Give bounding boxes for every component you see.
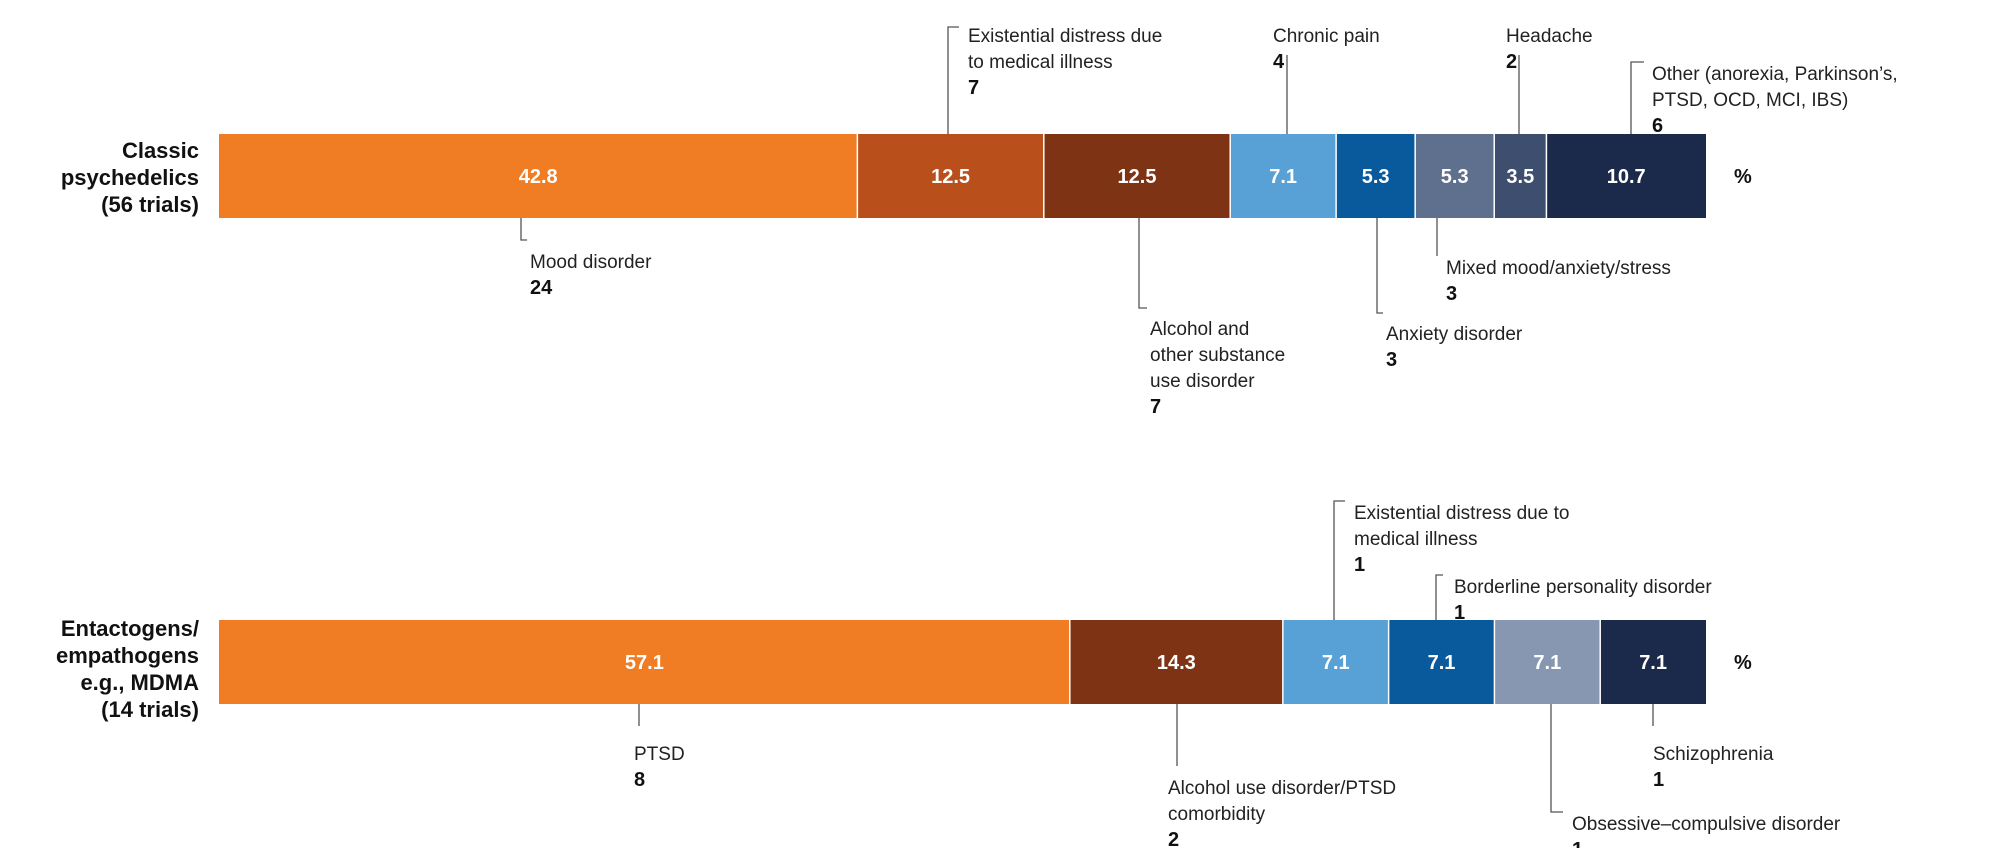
bar-segment (1336, 134, 1416, 218)
bar-row-2: Entactogens/empathogens e.g., MDMA (14 tri… (56, 500, 1841, 848)
segment-count-label: 1 (1454, 602, 1465, 624)
segment-category-label: Mood disorder (530, 252, 652, 273)
segment-category-label: PTSD (634, 744, 685, 765)
segment-value-label: 5.3 (1441, 166, 1469, 188)
segment-value-label: 7.1 (1639, 652, 1667, 674)
segment-count-label: 8 (634, 769, 645, 791)
segment-category-label: Borderline personality disorder (1454, 577, 1712, 598)
segment-category-label: Anxiety disorder (1386, 324, 1523, 345)
segment-category-label: Other (anorexia, Parkinson’s, PTSD, OCD, … (1652, 64, 1898, 111)
leader-line (1333, 500, 1345, 620)
segment-category-label: Existential distress due to medical illne… (968, 26, 1162, 73)
segment-value-label: 57.1 (625, 652, 664, 674)
segment-category-label: Schizophrenia (1653, 744, 1774, 765)
segment-count-label: 6 (1652, 115, 1663, 137)
segment-value-label: 7.1 (1533, 652, 1561, 674)
bar-segment (219, 620, 1070, 704)
bar-segment (1494, 620, 1601, 704)
segment-count-label: 7 (968, 77, 979, 99)
segment-category-label: Alcohol and other substance use disorder (1150, 319, 1285, 392)
segment-value-label: 10.7 (1607, 166, 1646, 188)
segment-value-label: 7.1 (1428, 652, 1456, 674)
segment-value-label: 12.5 (1118, 166, 1157, 188)
segment-count-label: 1 (1354, 554, 1365, 576)
row-label: Classic psychedelics (56 trials) (61, 138, 199, 217)
leader-line (1630, 61, 1644, 134)
segment-value-label: 5.3 (1362, 166, 1390, 188)
leader-line (1376, 218, 1383, 314)
bar-segment (1415, 134, 1495, 218)
segment-value-label: 12.5 (931, 166, 970, 188)
segment-count-label: 4 (1273, 51, 1285, 73)
bar-segment (1069, 620, 1283, 704)
leader-line (1550, 704, 1563, 813)
segment-count-label: 7 (1150, 396, 1161, 418)
segment-count-label: 3 (1386, 349, 1397, 371)
leader-line (947, 26, 959, 134)
leader-line (1138, 218, 1147, 309)
segment-category-label: Mixed mood/anxiety/stress (1446, 258, 1671, 279)
bar-segment (1230, 134, 1337, 218)
bar-segment (1600, 620, 1706, 704)
bar-segment (1388, 620, 1495, 704)
segment-value-label: 3.5 (1506, 166, 1534, 188)
segment-value-label: 42.8 (519, 166, 558, 188)
bar-segment (1494, 134, 1547, 218)
segment-count-label: 2 (1168, 829, 1179, 848)
segment-value-label: 7.1 (1322, 652, 1350, 674)
bar-segment (1546, 134, 1706, 218)
segment-count-label: 1 (1653, 769, 1664, 791)
unit-label: % (1734, 652, 1752, 674)
bar-row-1: Classic psychedelics (56 trials) 42.8 Mood d… (61, 26, 1898, 418)
segment-category-label: Headache (1506, 26, 1593, 47)
unit-label: % (1734, 166, 1752, 188)
segment-category-label: Obsessive–compulsive disorder (1572, 814, 1841, 835)
row-label: Entactogens/empathogens e.g., MDMA (14 tri… (56, 616, 199, 722)
bar-segment (857, 134, 1044, 218)
segment-category-label: Existential distress due to medical illne… (1354, 503, 1569, 550)
bar-segment (219, 134, 858, 218)
segment-count-label: 3 (1446, 283, 1457, 305)
segment-value-label: 7.1 (1269, 166, 1297, 188)
segment-count-label: 24 (530, 277, 553, 299)
segment-count-label: 1 (1572, 839, 1583, 848)
segment-category-label: Alcohol use disorder/PTSD comorbidity (1168, 778, 1396, 825)
leader-line (520, 218, 527, 241)
segment-count-label: 2 (1506, 51, 1517, 73)
segment-category-label: Chronic pain (1273, 26, 1380, 47)
leader-line (1435, 574, 1443, 620)
bar-segment (1282, 620, 1389, 704)
bar-segment (1043, 134, 1231, 218)
segment-value-label: 14.3 (1157, 652, 1196, 674)
